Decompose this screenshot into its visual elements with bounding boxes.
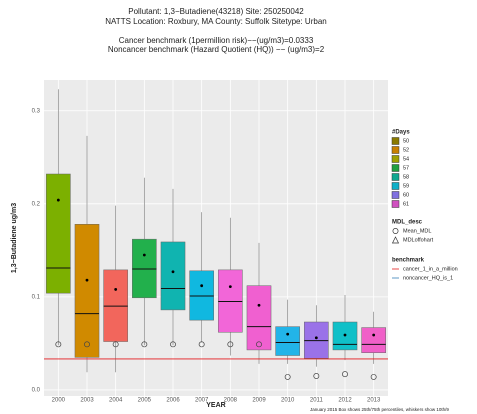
y-tick-label: 0.3 xyxy=(32,108,41,114)
title-line: NATTS Location: Roxbury, MA County: Suff… xyxy=(105,17,326,26)
box xyxy=(361,327,386,353)
legend-swatch xyxy=(391,137,400,145)
legend-symbol xyxy=(392,228,399,234)
legend-label: 58 xyxy=(403,174,409,180)
mdl-circle xyxy=(227,341,234,348)
legend-swatch xyxy=(391,182,400,190)
y-tick-label: 0.2 xyxy=(32,201,41,207)
legend-label: MDLoffohart xyxy=(403,237,434,243)
x-tick-label: 2006 xyxy=(166,398,180,404)
x-tick-label: 2007 xyxy=(195,398,209,404)
legend-label: 54 xyxy=(403,156,409,162)
y-tick-label: 0.0 xyxy=(32,388,41,394)
y-tick-label: 0.1 xyxy=(32,294,41,300)
x-tick-label: 2000 xyxy=(52,398,66,404)
x-tick-label: 2011 xyxy=(310,398,324,404)
title-line: Pollutant: 1,3−Butadiene(43218) Site: 25… xyxy=(128,7,304,16)
mean-dot xyxy=(257,303,261,307)
x-tick-label: 2005 xyxy=(138,398,152,404)
plot-panel xyxy=(44,80,388,396)
legend-label: 61 xyxy=(403,201,409,207)
mdl-circle xyxy=(313,373,320,379)
x-tick-label: 2012 xyxy=(338,398,352,404)
legend-swatch xyxy=(391,155,400,163)
mean-dot xyxy=(171,270,175,274)
legend-swatch xyxy=(391,173,400,181)
legend-swatch xyxy=(391,200,400,208)
box xyxy=(275,326,300,356)
mdl-circle xyxy=(55,341,62,348)
footnote: January 2015 Box shows 25th/75th percent… xyxy=(310,407,449,412)
mdl-circle xyxy=(284,373,291,380)
legend-label: 52 xyxy=(403,147,409,153)
legend-label: Mean_MDL xyxy=(403,228,431,234)
mdl-circle xyxy=(198,341,205,348)
legend-title: #Days xyxy=(392,130,410,136)
mean-dot xyxy=(228,285,232,289)
mdl-circle xyxy=(342,371,348,378)
title-line: Cancer benchmark (1permillion risk)−−(ug… xyxy=(119,36,314,45)
legend-title: benchmark xyxy=(392,258,425,264)
legend-label: cancer_1_in_a_million xyxy=(403,266,458,272)
x-tick-label: 2008 xyxy=(224,398,238,404)
mdl-circle xyxy=(84,341,90,348)
x-tick-label: 2004 xyxy=(109,398,123,404)
legend-label: 59 xyxy=(403,183,409,189)
mean-dot xyxy=(85,278,89,282)
mdl-circle xyxy=(256,341,262,348)
mean-dot xyxy=(314,336,318,340)
box xyxy=(46,173,71,294)
mdl-circle xyxy=(170,341,176,348)
x-axis-label: YEAR xyxy=(206,402,225,409)
legend-label: 60 xyxy=(403,192,409,198)
x-tick-label: 2010 xyxy=(281,398,295,404)
mean-dot xyxy=(56,198,60,202)
mdl-circle xyxy=(370,373,377,380)
mdl-circle xyxy=(112,341,119,348)
mean-dot xyxy=(142,253,146,257)
x-tick-label: 2013 xyxy=(367,398,381,404)
y-axis-label: 1,3−Butadiene ug/m3 xyxy=(11,203,18,273)
legend-swatch xyxy=(391,146,400,154)
legend-symbol xyxy=(391,236,400,244)
legend-label: 57 xyxy=(403,165,409,171)
legend-swatch xyxy=(391,164,400,172)
mdl-circle xyxy=(141,341,148,348)
legend-label: noncancer_HQ_is_1 xyxy=(403,275,453,281)
box xyxy=(160,241,186,311)
legend-title: MDL_desc xyxy=(392,220,423,226)
legend-swatch xyxy=(391,191,400,199)
mean-dot xyxy=(343,333,347,337)
mean-dot xyxy=(200,284,204,288)
x-tick-label: 2003 xyxy=(80,398,94,404)
mean-dot xyxy=(372,333,376,337)
x-tick-label: 2009 xyxy=(252,398,266,404)
mean-dot xyxy=(286,332,290,336)
mean-dot xyxy=(114,288,118,291)
box xyxy=(246,285,272,351)
title-line: Noncancer benchmark (Hazard Quotient (HQ… xyxy=(108,45,325,54)
box xyxy=(74,224,100,358)
legend-label: 50 xyxy=(403,138,409,144)
